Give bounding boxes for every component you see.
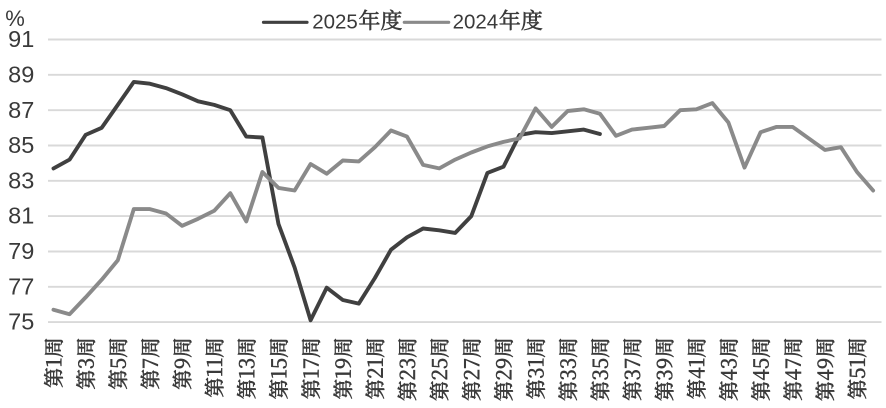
svg-text:89: 89 <box>8 61 34 87</box>
svg-text:85: 85 <box>8 132 34 158</box>
svg-text:75: 75 <box>8 309 34 335</box>
svg-text:81: 81 <box>8 203 34 229</box>
svg-text:91: 91 <box>8 26 34 52</box>
svg-text:83: 83 <box>8 167 34 193</box>
svg-text:79: 79 <box>8 238 34 264</box>
svg-text:2024: 2024 <box>453 10 499 33</box>
svg-text:2025: 2025 <box>312 10 358 33</box>
svg-text:77: 77 <box>8 273 34 299</box>
svg-text:87: 87 <box>8 97 34 123</box>
svg-text:%: % <box>5 6 25 31</box>
